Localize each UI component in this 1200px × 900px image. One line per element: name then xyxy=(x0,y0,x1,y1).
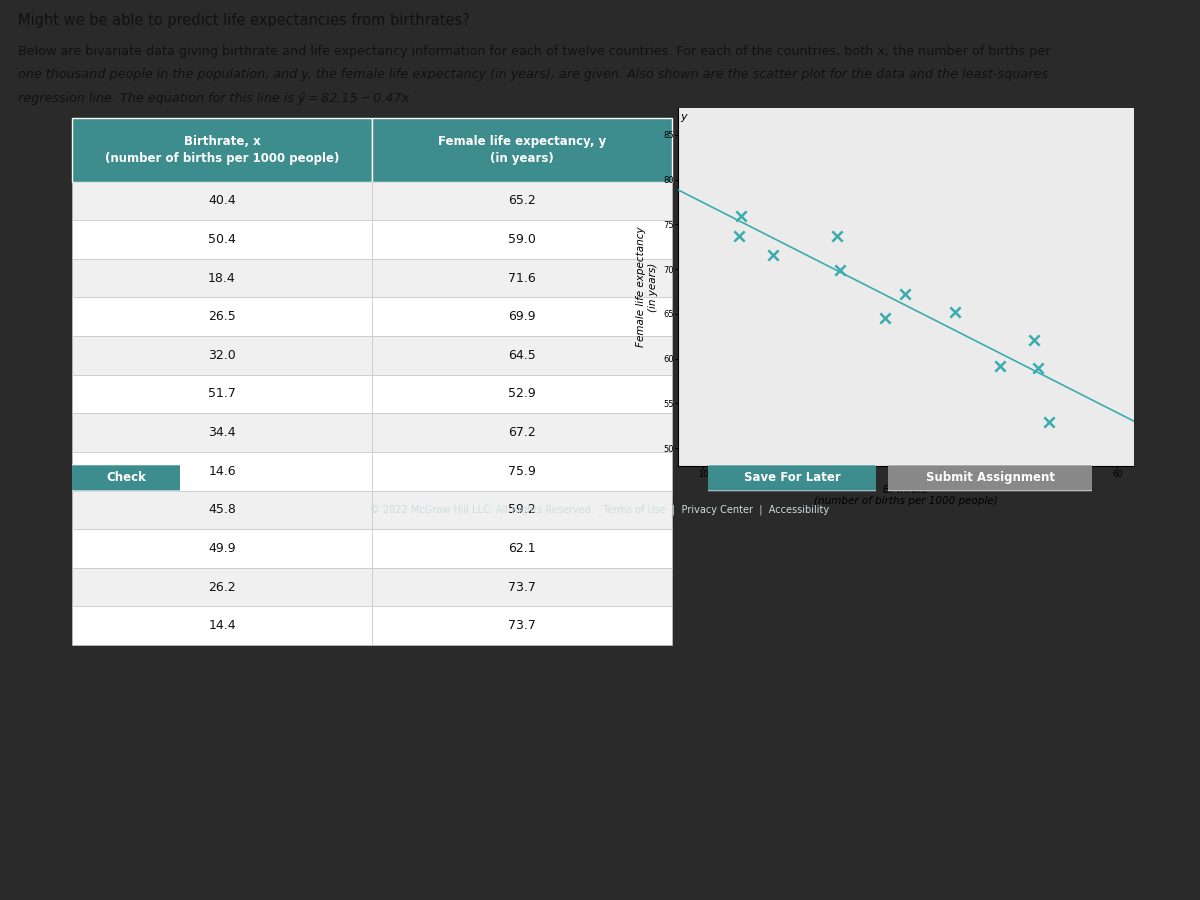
Point xyxy=(946,305,965,320)
Bar xyxy=(72,298,372,336)
FancyBboxPatch shape xyxy=(372,119,672,182)
Text: 45.8: 45.8 xyxy=(208,503,236,517)
Text: one thousand people in the population, and y, the female life expectancy (in yea: one thousand people in the population, a… xyxy=(18,68,1048,81)
Text: © 2022 McGraw Hill LLC. All Rights Reserved.   Terms of Use  |  Privacy Center  : © 2022 McGraw Hill LLC. All Rights Reser… xyxy=(371,504,829,515)
Point xyxy=(1028,360,1048,374)
Point xyxy=(876,311,895,326)
Text: Check: Check xyxy=(106,472,146,484)
Point xyxy=(763,248,782,262)
Bar xyxy=(72,607,372,645)
Text: 52.9: 52.9 xyxy=(508,388,536,400)
Bar xyxy=(372,182,672,220)
Text: Below are bivariate data giving birthrate and life expectancy information for ea: Below are bivariate data giving birthrat… xyxy=(18,45,1050,58)
Bar xyxy=(72,529,372,568)
Bar xyxy=(372,298,672,336)
Text: 67.2: 67.2 xyxy=(508,426,536,439)
Point xyxy=(1024,333,1043,347)
Text: 71.6: 71.6 xyxy=(508,272,536,284)
Text: 64.5: 64.5 xyxy=(508,349,536,362)
Text: Save For Later: Save For Later xyxy=(744,472,840,484)
Text: Female life expectancy, y
(in years): Female life expectancy, y (in years) xyxy=(438,135,606,165)
Bar xyxy=(72,182,372,220)
Text: 62.1: 62.1 xyxy=(508,542,536,555)
FancyBboxPatch shape xyxy=(68,465,184,491)
Text: Submit Assignment: Submit Assignment xyxy=(925,472,1055,484)
Text: 49.9: 49.9 xyxy=(208,542,236,555)
Text: 14.6: 14.6 xyxy=(208,464,236,478)
Text: 26.5: 26.5 xyxy=(208,310,236,323)
Bar xyxy=(372,220,672,259)
Bar xyxy=(72,259,372,298)
Bar xyxy=(372,491,672,529)
Text: 69.9: 69.9 xyxy=(508,310,536,323)
Text: 59.0: 59.0 xyxy=(508,233,536,246)
Bar xyxy=(372,374,672,413)
Point xyxy=(828,229,847,243)
Bar xyxy=(372,607,672,645)
FancyBboxPatch shape xyxy=(882,465,1098,491)
Bar xyxy=(372,568,672,607)
Text: 59.2: 59.2 xyxy=(508,503,536,517)
Bar xyxy=(372,259,672,298)
Point xyxy=(895,287,914,302)
Text: Might we be able to predict life expectancies from birthrates?: Might we be able to predict life expecta… xyxy=(18,14,470,28)
Text: y: y xyxy=(680,112,688,122)
Bar xyxy=(72,452,372,491)
Text: Birthrate, x
(number of births per 1000 people): Birthrate, x (number of births per 1000 … xyxy=(104,135,340,165)
Bar xyxy=(372,529,672,568)
X-axis label: Birthrate
(number of births per 1000 people): Birthrate (number of births per 1000 peo… xyxy=(814,485,998,507)
Point xyxy=(1039,415,1058,429)
Bar xyxy=(372,452,672,491)
Bar xyxy=(72,413,372,452)
Text: 26.2: 26.2 xyxy=(208,580,236,593)
Bar xyxy=(72,220,372,259)
Text: 40.4: 40.4 xyxy=(208,194,236,207)
Text: 75.9: 75.9 xyxy=(508,464,536,478)
Bar xyxy=(372,413,672,452)
Text: regression line. The equation for this line is ŷ = 82.15 − 0.47x.: regression line. The equation for this l… xyxy=(18,92,413,105)
Point xyxy=(830,263,850,277)
Text: 73.7: 73.7 xyxy=(508,619,536,632)
Bar xyxy=(72,336,372,374)
Text: 50.4: 50.4 xyxy=(208,233,236,246)
FancyBboxPatch shape xyxy=(72,119,372,182)
Text: 18.4: 18.4 xyxy=(208,272,236,284)
Bar xyxy=(372,336,672,374)
Text: 51.7: 51.7 xyxy=(208,388,236,400)
Text: 32.0: 32.0 xyxy=(208,349,236,362)
Y-axis label: Female life expectancy
(in years): Female life expectancy (in years) xyxy=(636,227,658,347)
Text: 34.4: 34.4 xyxy=(208,426,236,439)
Text: 65.2: 65.2 xyxy=(508,194,536,207)
Point xyxy=(990,358,1009,373)
FancyBboxPatch shape xyxy=(703,465,881,491)
Bar xyxy=(72,374,372,413)
Point xyxy=(732,209,751,223)
Text: 14.4: 14.4 xyxy=(208,619,236,632)
Point xyxy=(730,229,749,243)
Bar xyxy=(72,491,372,529)
Text: 73.7: 73.7 xyxy=(508,580,536,593)
Bar xyxy=(72,568,372,607)
